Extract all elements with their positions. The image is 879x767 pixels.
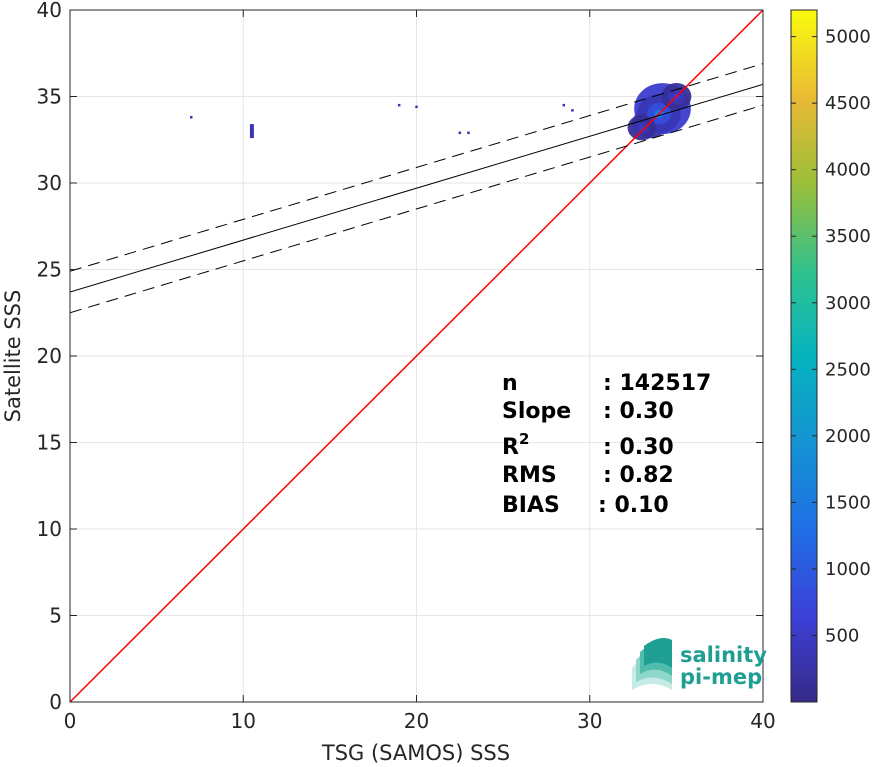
colorbar-tick-label: 500: [825, 625, 859, 646]
colorbar-tick-label: 5000: [825, 27, 871, 48]
density-cell: [467, 131, 470, 135]
colorbar-tick-label: 3000: [825, 293, 871, 314]
x-ticks: 0 10 20 30 40: [64, 10, 776, 733]
y-tick-label: 15: [37, 431, 62, 455]
colorbar-tick-label: 3500: [825, 226, 871, 247]
y-axis-label: Satellite SSS: [1, 290, 25, 423]
density-cell: [397, 103, 401, 107]
density-cell: [415, 105, 418, 109]
stat-n-label: n: [502, 371, 518, 396]
stat-rms-value: : 0.82: [603, 463, 674, 488]
fit-lower-band: [70, 104, 763, 314]
fit-line: [70, 83, 763, 293]
stat-slope-value: : 0.30: [603, 399, 674, 424]
fit-upper-band: [70, 63, 763, 272]
y-tick-label: 30: [37, 171, 62, 195]
x-tick-label: 40: [750, 709, 775, 733]
logo-line2: pi-mep: [680, 665, 762, 689]
stat-rms-label: RMS: [502, 463, 557, 488]
stat-n-value: : 142517: [603, 371, 711, 396]
y-tick-label: 10: [37, 517, 62, 541]
y-tick-label: 0: [49, 690, 62, 714]
logo-line1: salinity: [680, 643, 767, 667]
colorbar-tick-label: 4000: [825, 160, 871, 181]
colorbar-tick-label: 4500: [825, 93, 871, 114]
y-ticks: 0 5 10 15 20 25 30 35 40: [37, 0, 763, 714]
colorbar: 500 1000 1500 2000 2500 3000 3500 4000 4500 5000: [790, 9, 871, 703]
density-cell: [562, 103, 566, 107]
stat-bias-value: : 0.10: [598, 493, 669, 518]
y-tick-label: 40: [37, 0, 62, 22]
identity-line: [70, 10, 763, 702]
stats-annotation: n : 142517 Slope : 0.30 R2 : 0.30 RMS : …: [502, 371, 711, 518]
colorbar-tick-label: 1500: [825, 492, 871, 513]
y-tick-label: 20: [37, 344, 62, 368]
colorbar-ticks: 500 1000 1500 2000 2500 3000 3500 4000 4500 5000: [791, 27, 871, 646]
density-cell: [249, 124, 254, 139]
y-tick-label: 35: [37, 85, 62, 109]
density-cell: [571, 109, 574, 112]
stat-bias-label: BIAS: [502, 493, 560, 518]
x-tick-label: 10: [231, 709, 256, 733]
density-cell: [458, 131, 462, 135]
salinity-pimep-logo: salinity pi-mep: [632, 638, 767, 690]
x-tick-label: 0: [64, 709, 77, 733]
stat-r2-value: : 0.30: [603, 435, 674, 460]
wave-logo-icon: [632, 638, 672, 690]
colorbar-tick-label: 1000: [825, 559, 871, 580]
x-axis-label: TSG (SAMOS) SSS: [321, 741, 510, 765]
x-tick-label: 20: [404, 709, 429, 733]
x-tick-label: 30: [577, 709, 602, 733]
colorbar-tick-label: 2000: [825, 426, 871, 447]
regression-lines: [70, 10, 763, 702]
stat-slope-label: Slope: [502, 399, 571, 424]
colorbar-gradient: [790, 9, 818, 703]
y-tick-label: 5: [49, 604, 62, 628]
colorbar-tick-label: 2500: [825, 359, 871, 380]
density-cell: [190, 116, 193, 119]
y-tick-label: 25: [37, 258, 62, 282]
